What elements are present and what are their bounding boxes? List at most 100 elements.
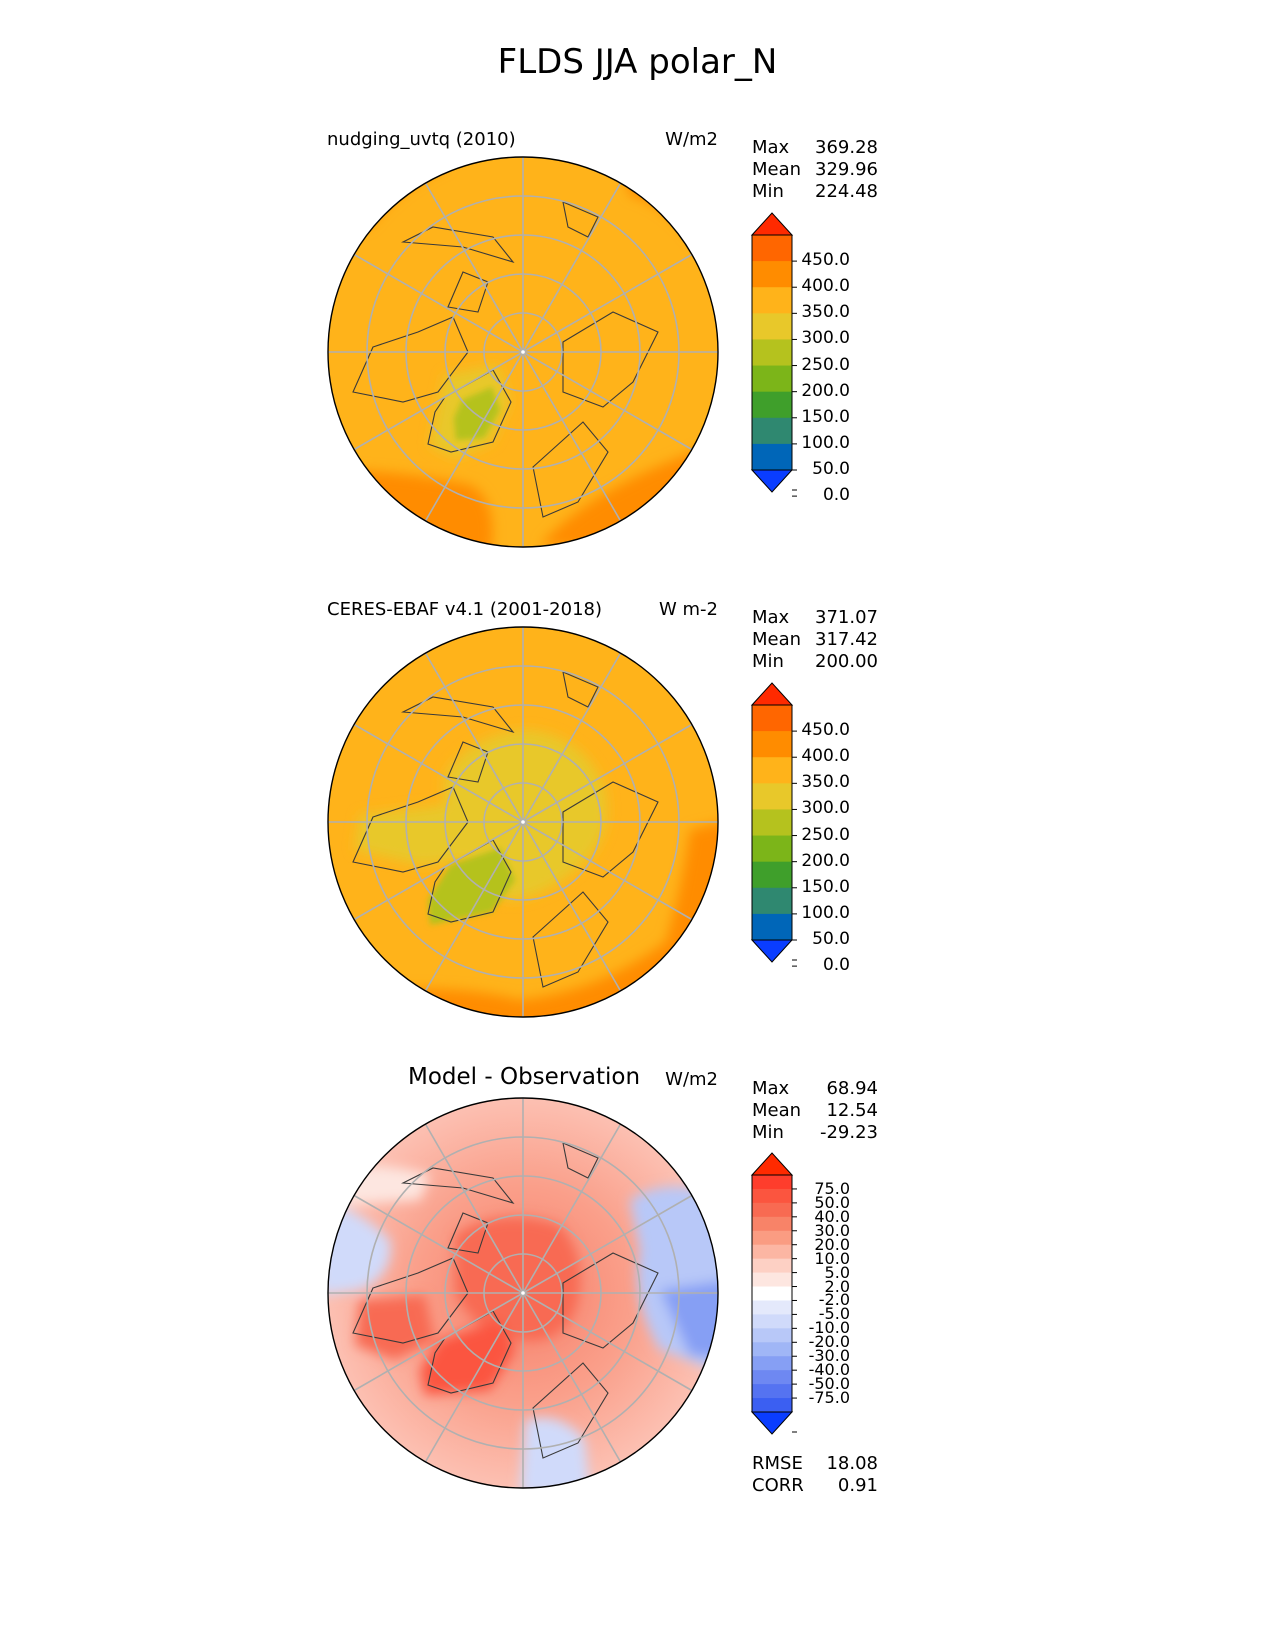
- cb-diff-label-6: 5.0: [824, 1262, 850, 1282]
- cb-abs-1-band-7: [752, 391, 792, 419]
- cb-abs-2-band-1: [752, 705, 792, 732]
- cb-diff-label-11: -20.0: [808, 1332, 850, 1352]
- map-model-greenland-core: [454, 387, 500, 440]
- panel-1-units: W/m2: [665, 129, 718, 150]
- cb-abs-2-label-4: 250.0: [801, 824, 850, 845]
- map-diff-nw-white: [330, 1166, 430, 1205]
- cb-abs-2-band-9: [752, 913, 792, 941]
- cb-abs-2-label-9: 0.0: [822, 955, 850, 976]
- meridian-obs-210: [424, 821, 524, 992]
- cb-diff-label-3: 30.0: [814, 1220, 850, 1240]
- panel-3-name: Model - Observation: [408, 1064, 641, 1090]
- coastline-obs-2: [447, 741, 489, 783]
- cb-abs-2-band-4: [752, 783, 792, 811]
- cb-diff-extend-bottom: [750, 1411, 794, 1435]
- coastline-model-4: [532, 421, 609, 518]
- map-obs-greenland-core: [428, 848, 515, 925]
- cb-diff-band-16: [752, 1384, 792, 1399]
- coastline-diff-5: [400, 1167, 515, 1205]
- cb-diff-label-15: -75.0: [808, 1388, 850, 1408]
- meridian-diff-300: [353, 1194, 524, 1294]
- coastline-diff-0: [427, 1310, 512, 1394]
- cb-diff-band-17: [752, 1398, 792, 1413]
- cb-abs-2-extend-bottom: [750, 939, 794, 963]
- cb-diff-band-2: [752, 1188, 792, 1204]
- map-diff-blue-south: [520, 1417, 590, 1488]
- map-obs-overlay: [328, 627, 718, 1017]
- cb-abs-2-extend-top: [750, 682, 794, 706]
- cb-diff: [750, 1152, 797, 1435]
- cb-abs-1-extend-top: [750, 212, 794, 236]
- stat-rmse: RMSE 18.08: [752, 1453, 878, 1474]
- cb-abs-2-label-2: 350.0: [801, 772, 850, 793]
- map-obs-canada: [355, 805, 470, 865]
- coastline-model-6: [562, 201, 599, 238]
- meridian-diff-330: [424, 1123, 524, 1294]
- coastline-obs-6: [562, 671, 599, 708]
- cb-diff-label-13: -40.0: [808, 1360, 850, 1380]
- cb-diff-label-8: -2.0: [818, 1290, 850, 1310]
- panel-1-name: nudging_uvtq (2010): [327, 129, 516, 150]
- pole-dot-obs: [521, 820, 525, 824]
- coastline-obs-1: [352, 786, 469, 873]
- meridian-obs-120: [522, 821, 693, 921]
- cb-abs-2: [750, 682, 797, 967]
- stat-max: Max 371.07: [752, 607, 878, 628]
- panel-3-units: W/m2: [665, 1069, 718, 1090]
- cb-abs-1-frame: [751, 234, 793, 471]
- cb-abs-2-band-3: [752, 757, 792, 784]
- stat-min: Min 200.00: [752, 651, 878, 672]
- stat-mean: Mean 12.54: [752, 1100, 878, 1121]
- cb-abs-2-label-8: 50.0: [812, 929, 850, 949]
- cb-diff-frame: [751, 1174, 793, 1413]
- cb-abs-1: [750, 212, 797, 497]
- cb-abs-1-label-4: 250.0: [801, 354, 850, 375]
- cb-diff-band-8: [752, 1272, 792, 1288]
- coastline-diff-2: [447, 1212, 489, 1254]
- cb-abs-1-label-8: 50.0: [812, 459, 850, 479]
- stat-max: Max 68.94: [752, 1078, 878, 1099]
- meridian-diff-150: [522, 1292, 622, 1463]
- cb-diff-label-10: -10.0: [808, 1318, 850, 1338]
- map-obs-outline: [327, 626, 719, 1018]
- meridian-model-60: [522, 253, 693, 353]
- map-diff-outline: [327, 1097, 719, 1489]
- map-model-outline: [327, 156, 719, 548]
- coastline-diff-6: [562, 1142, 599, 1179]
- cb-diff-label-2: 40.0: [814, 1206, 850, 1226]
- meridian-diff-210: [424, 1292, 524, 1463]
- cb-abs-2-label-7: 100.0: [801, 902, 850, 923]
- cb-diff-band-3: [752, 1202, 792, 1218]
- coastline-model-0: [427, 369, 512, 453]
- stat-min: Min -29.23: [752, 1122, 878, 1143]
- meridian-model-120: [522, 351, 693, 451]
- coastline-model-1: [352, 316, 469, 403]
- cb-diff-band-11: [752, 1314, 792, 1329]
- cb-abs-1-band-4: [752, 313, 792, 341]
- coastline-model-2: [447, 271, 489, 313]
- meridian-diff-30: [522, 1123, 622, 1294]
- stat-mean: Mean 329.96: [752, 159, 878, 180]
- cb-diff-label-4: 20.0: [814, 1234, 850, 1254]
- stat-mean: Mean 317.42: [752, 629, 878, 650]
- cb-abs-2-label-0: 450.0: [801, 720, 850, 741]
- cb-abs-2-label-3: 300.0: [801, 798, 850, 819]
- cb-abs-1-band-2: [752, 261, 792, 288]
- coastline-obs-0: [427, 839, 512, 923]
- stat-min: Min 224.48: [752, 181, 878, 202]
- meridian-model-330: [424, 182, 524, 353]
- coastline-obs-4: [532, 891, 609, 988]
- cb-abs-1-label-2: 350.0: [801, 302, 850, 323]
- cb-diff-label-5: 10.0: [814, 1248, 850, 1268]
- meridian-model-210: [424, 351, 524, 522]
- stat-corr: CORR 0.91: [752, 1475, 878, 1496]
- cb-diff-band-9: [752, 1286, 792, 1302]
- cb-abs-2-band-8: [752, 887, 792, 915]
- cb-abs-1-label-3: 300.0: [801, 328, 850, 349]
- meridian-obs-240: [353, 821, 524, 921]
- panel-2-units: W m-2: [658, 599, 718, 620]
- meridian-obs-60: [522, 723, 693, 823]
- cb-abs-2-band-6: [752, 835, 792, 863]
